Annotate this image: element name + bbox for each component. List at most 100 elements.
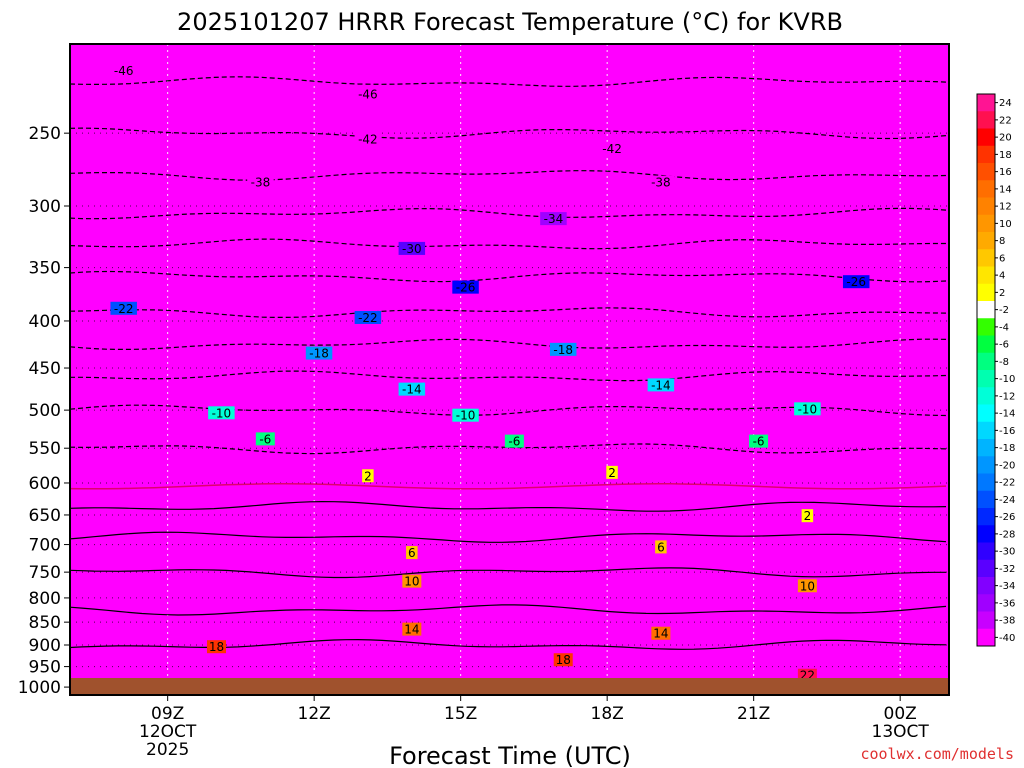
isotherm-14	[70, 604, 947, 616]
x-tick-label: 18Z	[591, 704, 624, 724]
band-base	[70, 44, 949, 695]
contour-label-bg	[549, 342, 577, 356]
contour-label: 2	[608, 466, 616, 480]
colorbar-label: 24	[999, 98, 1012, 109]
colorbar-swatch	[977, 128, 995, 147]
colorbar-label: -32	[999, 564, 1015, 575]
contour-label: -6	[508, 435, 520, 449]
isotherm--46	[70, 76, 947, 87]
x-tick-date: 12OCT	[139, 722, 197, 742]
colorbar-label: -24	[999, 495, 1015, 506]
colorbar-label: 22	[999, 115, 1012, 126]
contour-label: -22	[358, 311, 378, 325]
contour-label-bg	[110, 301, 137, 315]
isotherm--30	[70, 238, 946, 250]
contour-label-bg	[406, 546, 418, 560]
contour-label-bg	[801, 509, 814, 523]
colorbar-swatch	[977, 318, 995, 336]
colorbar-frame	[976, 93, 996, 647]
x-tick-label: 00Z	[884, 704, 917, 724]
contour-label: 2	[364, 469, 372, 483]
y-tick-label: 500	[29, 401, 61, 421]
isotherm-6	[70, 531, 947, 543]
contour-label-bg	[354, 87, 382, 101]
contour-label: -14	[402, 383, 422, 397]
contour-label: -10	[456, 409, 476, 423]
colorbar-swatch	[977, 283, 995, 302]
isotherm--18	[70, 338, 947, 350]
colorbar-swatch	[977, 490, 995, 509]
isotherm-2	[70, 500, 947, 512]
x-axis-label: Forecast Time (UTC)	[389, 742, 631, 768]
colorbar-label: -38	[999, 616, 1015, 627]
y-tick-label: 450	[29, 359, 61, 379]
colorbar-label: -12	[999, 391, 1015, 402]
colorbar-swatch	[977, 335, 995, 354]
colorbar-label: -16	[999, 426, 1015, 437]
isotherm--14	[70, 370, 947, 382]
contour-label-bg	[207, 640, 226, 654]
y-tick-label: 800	[29, 589, 61, 609]
isotherm--34	[70, 207, 947, 220]
colorbar-swatch	[977, 404, 995, 423]
colorbar-swatch	[977, 525, 995, 543]
colorbar-label: -18	[999, 443, 1015, 454]
y-tick-label: 700	[29, 536, 61, 556]
contour-label-bg	[452, 280, 479, 294]
colorbar-label: -2	[999, 305, 1009, 316]
colorbar-label: -8	[999, 357, 1009, 368]
contour-label: 14	[404, 623, 419, 637]
contour-label-bg	[651, 626, 671, 640]
colorbar-swatch	[977, 611, 995, 630]
contour-label: -46	[114, 64, 134, 78]
colorbar-label: 8	[999, 236, 1005, 247]
colorbar-label: -40	[999, 633, 1015, 644]
isotherm--6	[70, 443, 947, 455]
contour-label: -38	[651, 176, 671, 190]
colorbar-swatch	[977, 145, 995, 164]
contour-label-bg	[452, 408, 479, 422]
colorbar-swatch	[977, 421, 995, 440]
contour-label: -6	[753, 435, 765, 449]
contour-label: -42	[358, 133, 378, 147]
contour-label: -34	[544, 212, 564, 226]
contour-label: 6	[657, 540, 665, 554]
contour-label: -10	[798, 402, 818, 416]
colorbar-swatch	[977, 439, 995, 457]
contour-label-bg	[749, 434, 769, 448]
colorbar-label: 10	[999, 219, 1012, 230]
colorbar-swatch	[977, 197, 995, 216]
contour-label: -22	[114, 302, 134, 316]
colorbar-swatch	[977, 352, 995, 371]
contour-label: -26	[846, 275, 866, 289]
colorbar-swatch	[977, 628, 995, 647]
colorbar-swatch	[977, 232, 995, 250]
colorbar-label: 6	[999, 253, 1005, 264]
contour-label: 10	[404, 575, 419, 589]
colorbar-swatch	[977, 387, 995, 405]
contour-label: 18	[556, 653, 571, 667]
y-tick-label: 750	[29, 563, 61, 583]
colorbar-label: -4	[999, 322, 1009, 333]
colorbar-label: -28	[999, 529, 1015, 540]
colorbar-label: -20	[999, 460, 1015, 471]
colorbar-swatch	[977, 301, 995, 319]
colorbar-swatch	[977, 594, 995, 612]
contour-label-bg	[362, 469, 374, 483]
contour-label: 18	[209, 640, 224, 654]
contour-label: 2	[804, 509, 812, 523]
temperature-bands	[70, 44, 949, 695]
y-tick-label: 400	[29, 312, 61, 332]
colorbar-swatch	[977, 266, 995, 285]
contour-label: -26	[456, 281, 476, 295]
contour-label-bg	[402, 622, 422, 636]
colorbar-swatch	[977, 456, 995, 474]
contour-label: -30	[402, 242, 422, 256]
contour-label-bg	[540, 212, 567, 226]
colorbar-label: 18	[999, 150, 1012, 161]
contour-label: -18	[553, 343, 573, 357]
y-tick-label: 900	[29, 636, 61, 656]
colorbar-swatch	[977, 542, 995, 561]
contour-label-bg	[398, 241, 426, 255]
